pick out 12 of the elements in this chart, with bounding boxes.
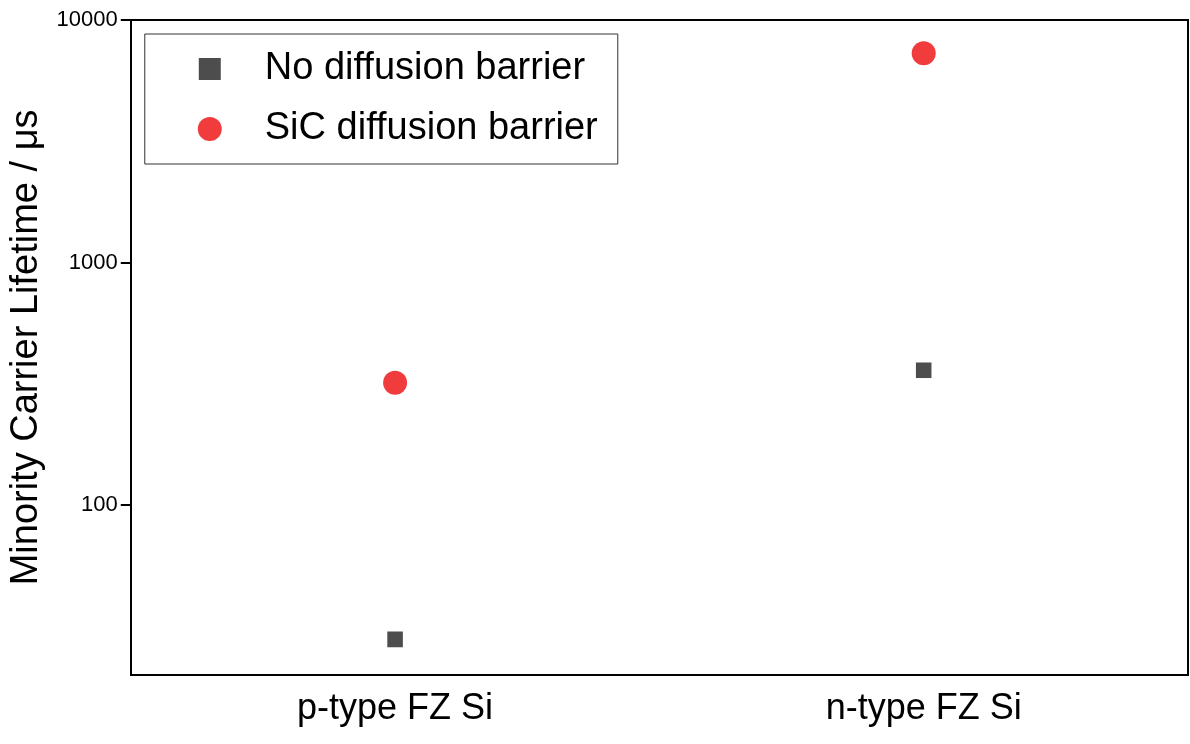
point: [383, 370, 408, 395]
point: [387, 631, 403, 648]
y-tick-label: 10000: [56, 6, 118, 32]
legend-label: SiC diffusion barrier: [264, 105, 599, 148]
point: [915, 362, 932, 379]
point: [911, 41, 936, 66]
x-tick-label: p-type FZ Si: [297, 686, 494, 728]
y-tick-label: 1000: [68, 248, 118, 274]
y-axis-title: Minority Carrier Lifetime / μs: [3, 109, 46, 586]
y-tick-label: 100: [81, 491, 118, 517]
x-tick-label: n-type FZ Si: [825, 686, 1022, 728]
legend-label: No diffusion barrier: [264, 45, 586, 88]
